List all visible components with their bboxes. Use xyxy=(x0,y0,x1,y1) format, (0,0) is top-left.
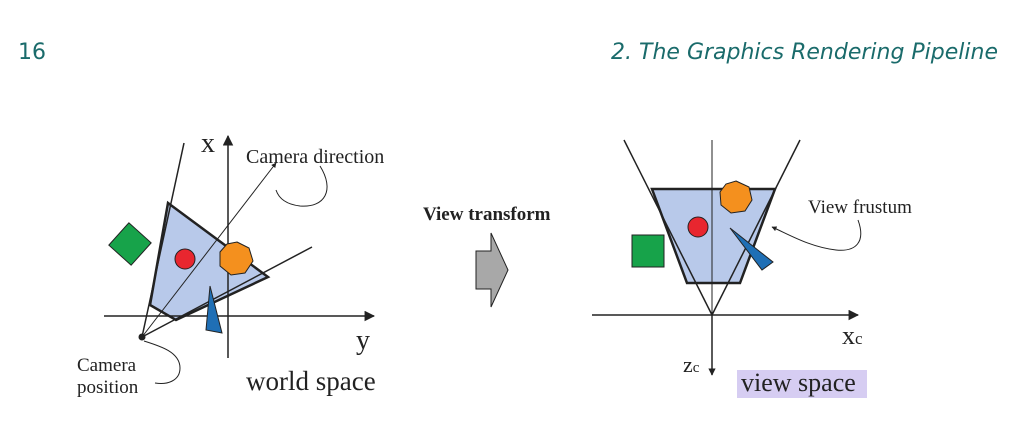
view-xc-axis-label: xc xyxy=(842,321,863,350)
camera-direction-arrow xyxy=(141,162,277,338)
camera-direction-callout xyxy=(275,165,328,207)
view-frustum-callout xyxy=(771,219,862,251)
camera-position-dot xyxy=(138,333,146,341)
green-square xyxy=(108,222,152,266)
view-space-label: view space xyxy=(741,368,856,397)
page-number: 16 xyxy=(18,40,46,65)
zc-sub: c xyxy=(693,360,700,376)
view-transform-arrow xyxy=(475,232,509,308)
view-cone-line xyxy=(141,142,185,338)
camera-position-callout xyxy=(143,340,181,384)
view-frustum-label: View frustum xyxy=(808,197,912,218)
world-space-label: world space xyxy=(246,366,376,396)
orange-heptagon xyxy=(719,180,753,214)
red-circle xyxy=(687,216,709,238)
camera-position-label-1: Camera xyxy=(77,355,137,376)
world-space-diagram: x y Camera direction Camera position wor… xyxy=(77,128,384,398)
camera-direction-label: Camera direction xyxy=(246,146,384,168)
running-title: 2. The Graphics Rendering Pipeline xyxy=(611,40,998,65)
red-circle xyxy=(174,248,196,270)
view-cone-line xyxy=(141,246,313,338)
xc-main: x xyxy=(842,321,855,350)
camera-position-label-2: position xyxy=(77,377,139,398)
view-cone-line xyxy=(711,139,801,316)
blue-cone xyxy=(205,285,223,334)
world-y-axis-label: y xyxy=(356,325,370,356)
view-space-diagram: View frustum xc zc view space xyxy=(592,139,912,398)
orange-heptagon xyxy=(219,241,254,276)
view-space-highlight xyxy=(737,370,867,398)
blue-cone xyxy=(729,227,774,271)
view-zc-axis-label: zc xyxy=(683,352,700,377)
view-transform-arrow-group: View transform xyxy=(423,204,551,308)
view-frustum xyxy=(650,187,777,285)
world-x-axis-label: x xyxy=(201,128,215,159)
green-square xyxy=(631,234,665,268)
zc-main: z xyxy=(683,352,693,377)
view-transform-label: View transform xyxy=(423,204,551,225)
view-cone-line xyxy=(623,139,713,316)
xc-sub: c xyxy=(855,329,863,348)
